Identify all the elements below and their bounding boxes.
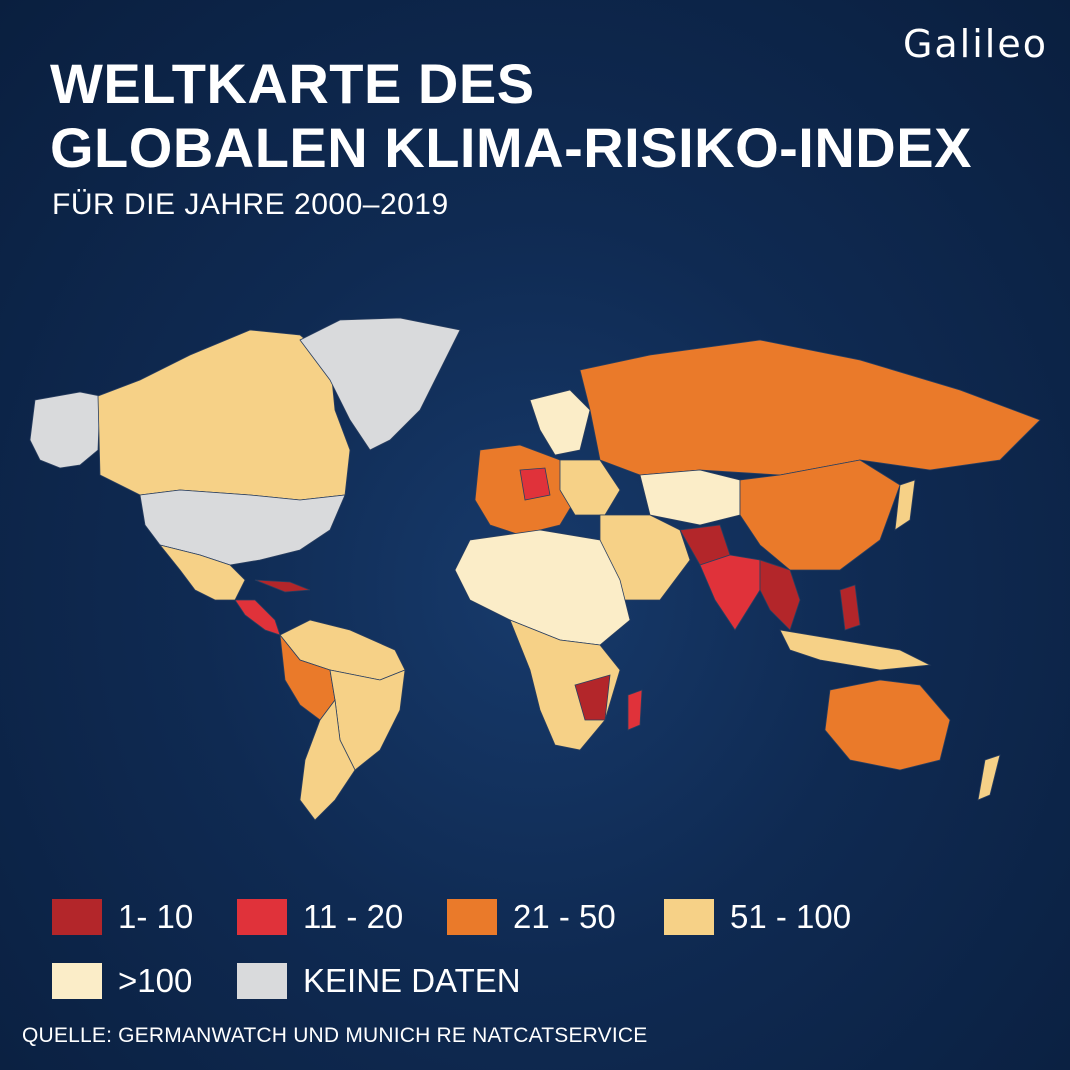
legend-swatch [52, 899, 102, 935]
legend-label: 21 - 50 [513, 898, 616, 935]
galileo-logo: Galileo [902, 22, 1048, 66]
legend-item-keine-daten: KEINE DATEN [237, 962, 521, 1000]
legend-swatch [52, 963, 102, 999]
legend-swatch [447, 899, 497, 935]
legend-swatch [664, 899, 714, 935]
title-line-2: GLOBALEN KLIMA-RISIKO-INDEX [50, 116, 972, 179]
region-central-america [234, 599, 281, 636]
region-central-asia [639, 469, 741, 526]
legend-label: >100 [118, 962, 193, 999]
region-india [699, 554, 761, 631]
legend-label: 11 - 20 [303, 898, 404, 935]
region-japan [894, 479, 916, 531]
region-philippines [839, 584, 861, 631]
region-germany [519, 467, 551, 501]
legend-item-21-50: 21 - 50 [447, 898, 616, 936]
region-myanmar [759, 559, 801, 631]
source-note: QUELLE: GERMANWATCH UND MUNICH RE NATCAT… [22, 1024, 648, 1047]
title-line-1: WELTKARTE DES [50, 52, 535, 115]
legend-item-11-20: 11 - 20 [237, 898, 403, 936]
legend-item-51-100: 51 - 100 [664, 898, 851, 936]
legend-swatch [237, 963, 287, 999]
region-alaska [29, 391, 101, 469]
legend: 1- 10 11 - 20 21 - 50 51 - 100 >100 KEIN… [52, 898, 1012, 1008]
region-russia [579, 339, 1041, 476]
region-australia [824, 679, 951, 771]
page-title: WELTKARTE DES GLOBALEN KLIMA-RISIKO-INDE… [50, 52, 972, 180]
legend-item-over-100: >100 [52, 962, 192, 1000]
region-indonesia [779, 629, 932, 671]
region-scandinavia [529, 389, 591, 456]
legend-swatch [237, 899, 287, 935]
region-africa-north [454, 529, 631, 646]
region-new-zealand [977, 754, 1001, 801]
page-subtitle: FÜR DIE JAHRE 2000–2019 [52, 188, 449, 221]
legend-label: 51 - 100 [730, 898, 852, 935]
legend-label: 1- 10 [118, 898, 194, 935]
region-mozambique [574, 674, 611, 721]
region-caribbean [254, 579, 311, 593]
legend-label: KEINE DATEN [303, 962, 521, 999]
world-map [29, 317, 1041, 821]
region-madagascar [627, 689, 643, 731]
region-china [739, 459, 901, 571]
legend-item-1-10: 1- 10 [52, 898, 193, 936]
region-southern-cone [299, 698, 356, 821]
region-greenland [299, 317, 461, 451]
